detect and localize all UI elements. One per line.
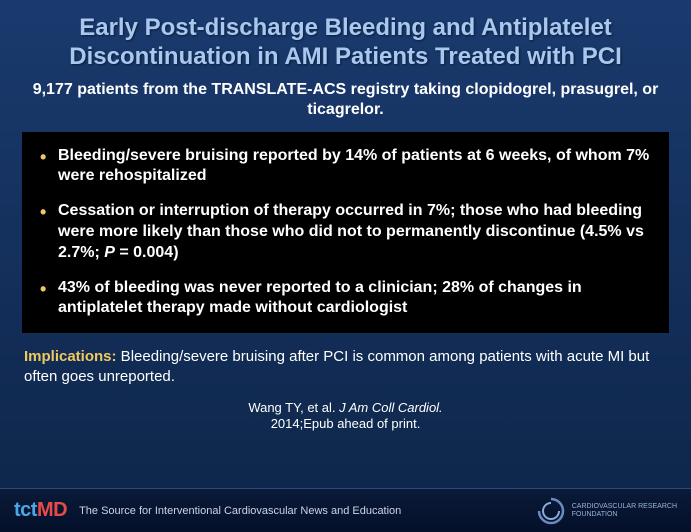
bullet-text: Bleeding/severe bruising reported by 14%… <box>58 147 649 185</box>
implications-text: Bleeding/severe bruising after PCI is co… <box>24 348 649 385</box>
bullet-list: Bleeding/severe bruising reported by 14%… <box>36 146 651 320</box>
implications-label: Implications: <box>24 348 117 365</box>
crf-swirl-icon <box>536 496 566 526</box>
tctmd-logo: tctMD <box>14 499 67 522</box>
crf-line1: CARDIOVASCULAR RESEARCH <box>572 503 677 510</box>
bullet-text-post: = 0.004) <box>115 244 179 261</box>
crf-text: CARDIOVASCULAR RESEARCH FOUNDATION <box>572 503 677 518</box>
citation-journal: J Am Coll Cardiol. <box>339 400 443 415</box>
implications-line: Implications: Bleeding/severe bruising a… <box>22 347 669 386</box>
citation: Wang TY, et al. J Am Coll Cardiol. 2014;… <box>22 400 669 433</box>
bullet-item: Cessation or interruption of therapy occ… <box>36 201 651 263</box>
footer-tagline: The Source for Interventional Cardiovasc… <box>79 505 401 517</box>
citation-pub: 2014;Epub ahead of print. <box>271 416 421 431</box>
bullet-item: 43% of bleeding was never reported to a … <box>36 278 651 320</box>
slide-title: Early Post-discharge Bleeding and Antipl… <box>22 14 669 72</box>
logo-md-text: MD <box>37 499 67 521</box>
slide-subtitle: 9,177 patients from the TRANSLATE-ACS re… <box>22 80 669 120</box>
crf-line2: FOUNDATION <box>572 511 618 518</box>
logo-tct-text: tct <box>14 499 37 521</box>
p-value-label: P <box>104 244 115 261</box>
bullet-item: Bleeding/severe bruising reported by 14%… <box>36 146 651 188</box>
citation-authors: Wang TY, et al. <box>248 400 339 415</box>
crf-logo: CARDIOVASCULAR RESEARCH FOUNDATION <box>536 496 677 526</box>
bullet-text: 43% of bleeding was never reported to a … <box>58 279 582 317</box>
footer-bar: tctMD The Source for Interventional Card… <box>0 488 691 532</box>
slide: Early Post-discharge Bleeding and Antipl… <box>0 0 691 532</box>
content-box: Bleeding/severe bruising reported by 14%… <box>22 132 669 334</box>
